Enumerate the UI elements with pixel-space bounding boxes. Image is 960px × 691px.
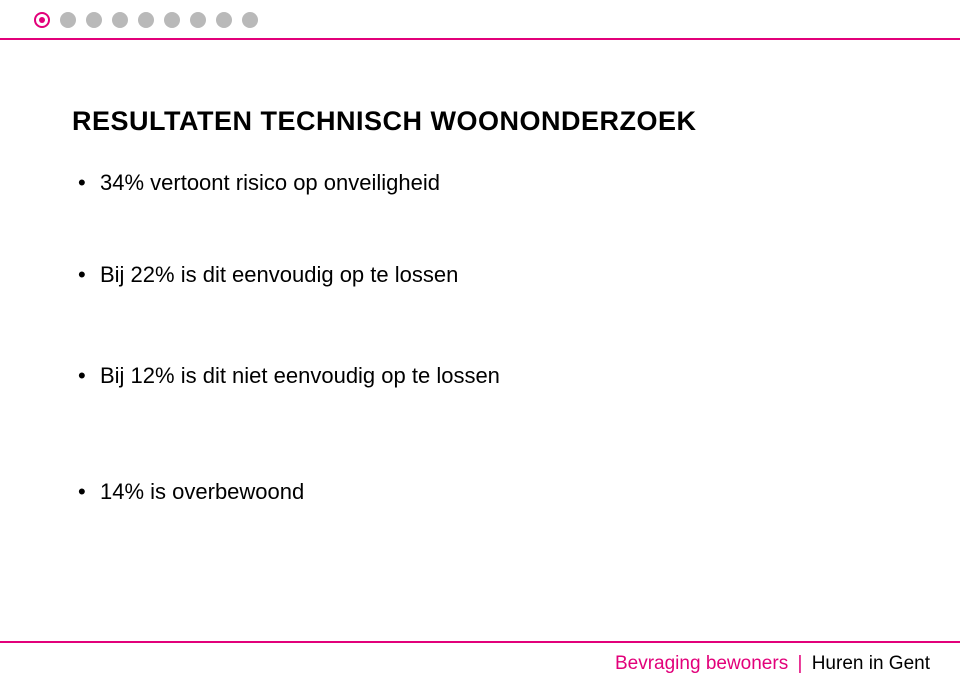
dot-icon <box>247 17 253 23</box>
progress-dot <box>242 12 258 28</box>
progress-dot <box>190 12 206 28</box>
footer: Bevraging bewoners | Huren in Gent <box>615 653 930 675</box>
dot-icon <box>143 17 149 23</box>
dot-icon <box>169 17 175 23</box>
progress-dot <box>60 12 76 28</box>
slide-title: RESULTATEN TECHNISCH WOONONDERZOEK <box>72 106 697 137</box>
progress-dot <box>86 12 102 28</box>
bullet-item: 34% vertoont risico op onveiligheid <box>78 168 880 198</box>
progress-dot <box>216 12 232 28</box>
progress-dot <box>112 12 128 28</box>
divider-top <box>0 38 960 40</box>
footer-sep: | <box>793 653 806 674</box>
bullet-list: 34% vertoont risico op onveiligheid Bij 2… <box>78 168 880 507</box>
dot-icon <box>221 17 227 23</box>
dot-icon <box>195 17 201 23</box>
divider-bottom <box>0 641 960 643</box>
dot-icon <box>91 17 97 23</box>
dot-icon <box>39 17 45 23</box>
bullet-item: Bij 12% is dit niet eenvoudig op te loss… <box>78 361 880 391</box>
progress-dots <box>34 12 258 28</box>
dot-icon <box>117 17 123 23</box>
dot-icon <box>65 17 71 23</box>
bullet-item: Bij 22% is dit eenvoudig op te lossen <box>78 260 880 290</box>
footer-left: Bevraging bewoners <box>615 653 788 674</box>
footer-right: Huren in Gent <box>812 653 930 674</box>
progress-dot-active <box>34 12 50 28</box>
progress-dot <box>164 12 180 28</box>
bullet-item: 14% is overbewoond <box>78 477 880 507</box>
progress-dot <box>138 12 154 28</box>
